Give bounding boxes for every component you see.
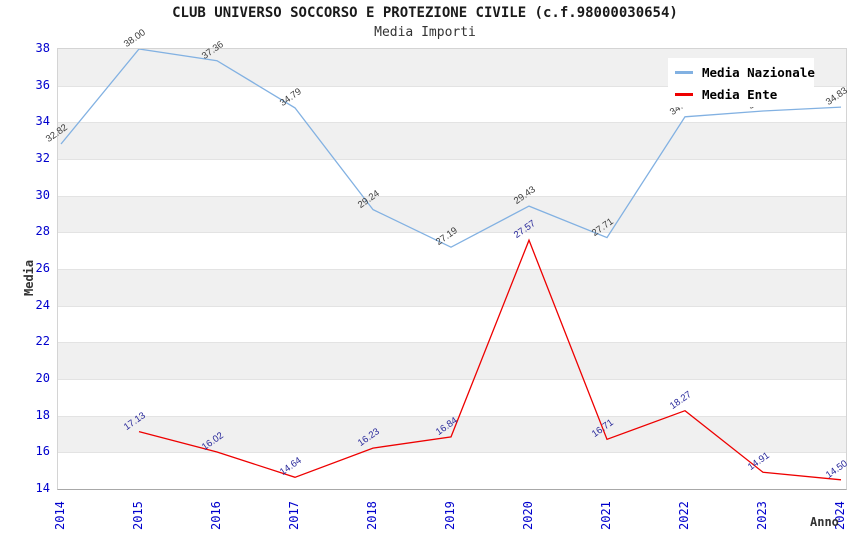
grid-line — [58, 232, 846, 234]
x-tick-label: 2018 — [365, 501, 379, 530]
grid-line — [58, 452, 846, 454]
legend: Media Nazionale Media Ente — [668, 58, 815, 107]
x-tick-label: 2016 — [209, 501, 223, 530]
y-tick-label: 28 — [35, 224, 50, 239]
series-lines — [60, 49, 842, 481]
y-tick-label: 38 — [35, 41, 50, 55]
y-tick-label: 36 — [35, 77, 50, 92]
y-tick-label: 30 — [35, 187, 50, 202]
x-tick-label: 2022 — [677, 501, 691, 530]
legend-label: Media Nazionale — [702, 65, 815, 80]
y-tick-label: 22 — [35, 334, 50, 349]
y-tick-label: 34 — [35, 114, 50, 129]
legend-item: Media Nazionale — [675, 65, 815, 80]
legend-label: Media Ente — [702, 87, 778, 102]
series-line-media-ente — [138, 238, 842, 481]
x-tick-label: 2014 — [53, 501, 67, 530]
y-axis-label: Media — [22, 259, 36, 296]
legend-item: Media Ente — [675, 87, 814, 102]
grid-line — [58, 415, 846, 417]
grid-line — [58, 305, 846, 307]
grid-line — [58, 122, 846, 124]
grid-band — [58, 195, 846, 233]
y-tick-label: 32 — [35, 151, 50, 165]
y-tick-label: 20 — [35, 371, 50, 385]
x-tick-label: 2015 — [131, 501, 145, 530]
x-tick-label: 2019 — [443, 501, 457, 530]
x-tick-label: 2017 — [287, 501, 301, 530]
y-tick-label: 24 — [35, 297, 50, 312]
x-tick-label: 2023 — [755, 501, 769, 530]
grid-line — [58, 85, 846, 87]
y-tick-label: 18 — [35, 407, 50, 422]
y-tick-label: 16 — [35, 444, 50, 459]
chart-subtitle: Media Importi — [374, 25, 476, 40]
grid-band — [58, 122, 846, 159]
chart-title: CLUB UNIVERSO SOCCORSO E PROTEZIONE CIVI… — [172, 5, 678, 21]
x-tick-label: 2021 — [599, 501, 613, 530]
grid-line — [58, 269, 846, 270]
legend-line-swatch — [675, 71, 693, 74]
grid-line — [58, 342, 846, 344]
grid-line — [58, 195, 846, 197]
y-tick-label: 26 — [35, 261, 50, 275]
series-line-media-nazionale — [60, 49, 842, 248]
x-axis-label: Anno — [810, 515, 839, 529]
plot-area — [57, 48, 847, 490]
grid-band — [58, 269, 846, 306]
grid-band — [58, 342, 846, 379]
y-tick-label: 14 — [35, 481, 50, 495]
legend-line-swatch — [675, 93, 693, 96]
grid-line — [58, 379, 846, 380]
grid-line — [58, 159, 846, 160]
x-tick-label: 2020 — [521, 501, 535, 530]
